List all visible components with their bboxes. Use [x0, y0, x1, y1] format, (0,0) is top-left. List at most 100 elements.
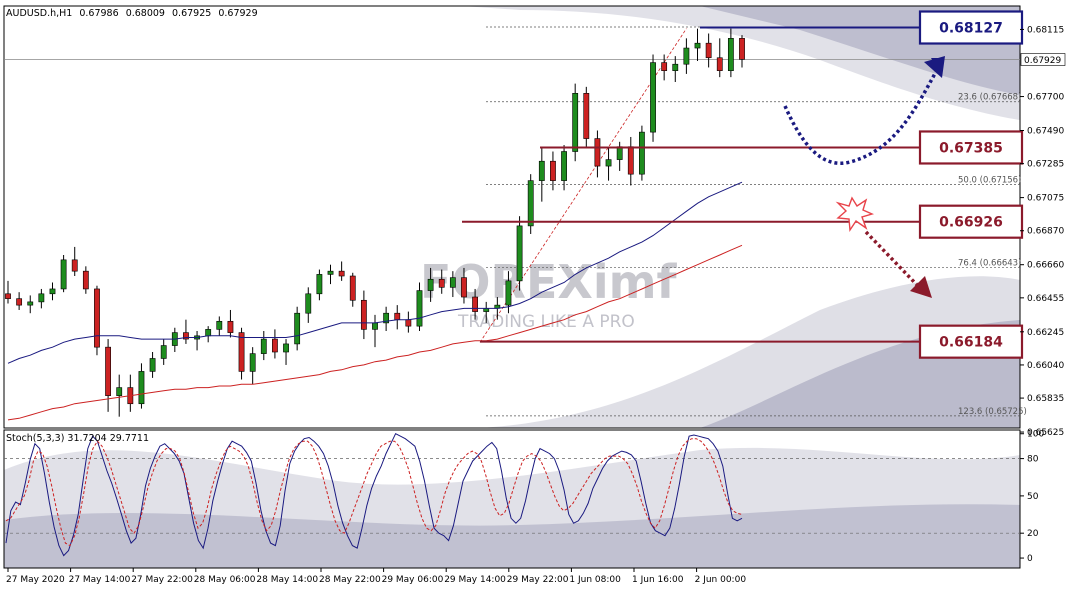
price-tick-label: 0.66870 [1027, 227, 1064, 237]
current-price-label: 0.67929 [1024, 56, 1061, 66]
x-tick-label: 2 Jun 00:00 [695, 575, 747, 585]
stoch-tick-label: 100 [1027, 430, 1044, 440]
candle-body [705, 42, 712, 59]
level-label-pivot: 0.67385 [939, 140, 1003, 156]
level-label-support1: 0.66926 [939, 215, 1003, 231]
candle-body [438, 278, 445, 288]
candle-body [583, 93, 590, 139]
candle-body [305, 293, 312, 314]
deco-stoch-band [4, 447, 1020, 568]
candle-body [605, 159, 612, 167]
candle-body [427, 278, 434, 291]
stoch-tick-label: 50 [1027, 492, 1039, 502]
candle-body [116, 387, 123, 396]
candle-body [216, 320, 223, 330]
header-high: 0.68009 [126, 8, 165, 19]
stoch-tick-label: 20 [1027, 529, 1039, 539]
x-tick-label: 29 May 06:00 [382, 575, 444, 585]
deco-stoch-dark [4, 504, 1020, 568]
candle-body [461, 277, 467, 298]
candle-body [683, 47, 690, 65]
stoch-title: Stoch(5,3,3) 31.7204 29.7711 [6, 433, 149, 444]
ma-slow-line [7, 244, 743, 421]
current-price-badge [1020, 53, 1066, 66]
level-box-pivot [918, 130, 1024, 165]
candle-body [416, 290, 423, 327]
header-symbol-name: AUDUSD.h,H1 [6, 8, 72, 19]
candle-body [183, 332, 189, 340]
header-close: 0.67929 [218, 8, 257, 19]
candle-body [294, 312, 301, 345]
candle-body [561, 151, 567, 181]
candle-body [5, 293, 11, 299]
arrow-up-head [924, 56, 945, 78]
candle-body [360, 299, 367, 330]
price-tick-label: 0.65625 [1027, 428, 1064, 438]
candle-body [105, 346, 111, 396]
candle-body [394, 312, 401, 320]
x-tick-label: 1 Jun 08:00 [569, 575, 621, 585]
candle-body [405, 319, 412, 327]
candle-body [716, 57, 723, 71]
projection-arrow-down [864, 230, 920, 288]
price-tick-label: 0.66245 [1027, 328, 1064, 338]
candle-body [639, 131, 645, 175]
candle-body [316, 274, 323, 295]
x-tick-label: 29 May 14:00 [444, 575, 506, 585]
arrow-down-head [910, 276, 932, 298]
stoch-tick-label: 0 [1027, 554, 1033, 564]
candle-body [572, 93, 579, 152]
candle-body [94, 288, 100, 348]
ma-fast-line [7, 181, 743, 364]
x-tick-label: 1 Jun 16:00 [632, 575, 684, 585]
fib-level-label: 50.0 (0.67156) [958, 176, 1021, 186]
candle-body [260, 338, 267, 354]
fib-level-label: 123.6 (0.65725) [958, 407, 1027, 417]
x-tick-label: 29 May 22:00 [507, 575, 569, 585]
candle-body [272, 338, 278, 353]
candle-body [149, 358, 156, 372]
candle-body [283, 343, 289, 353]
price-tick-label: 0.66040 [1027, 361, 1064, 371]
candle-body [372, 322, 378, 330]
candle-body [516, 225, 523, 282]
x-tick-label: 28 May 22:00 [319, 575, 381, 585]
candle-body [349, 275, 356, 301]
candle-body [38, 293, 45, 303]
price-tick-label: 0.66660 [1027, 261, 1064, 271]
x-tick-label: 27 May 22:00 [131, 575, 193, 585]
candle-body [49, 288, 56, 295]
watermark-tagline: TRADING LIKE A PRO [457, 312, 635, 332]
candle-body [60, 259, 67, 290]
price-tick-label: 0.68115 [1027, 25, 1064, 35]
candle-body [672, 63, 679, 71]
fib-level-label: 76.4 (0.66643) [958, 258, 1021, 268]
candle-body [338, 270, 345, 277]
candle-body [616, 146, 623, 160]
level-label-support2: 0.66184 [939, 335, 1003, 351]
candle-body [505, 280, 512, 306]
stoch-main-line [5, 433, 743, 557]
candle-body [472, 296, 478, 312]
candle-body [694, 42, 701, 49]
candle-body [527, 180, 534, 227]
stoch-panel-frame [3, 429, 1021, 569]
level-label-resistance: 0.68127 [939, 21, 1003, 37]
price-tick-label: 0.66455 [1027, 294, 1064, 304]
header-symbol: AUDUSD.h,H1 0.67986 0.68009 0.67925 0.67… [6, 8, 258, 19]
candle-body [383, 312, 390, 324]
price-tick-label: 0.65835 [1027, 394, 1064, 404]
candle-body [661, 62, 668, 71]
candle-body [550, 160, 556, 181]
candle-body [227, 320, 234, 333]
level-box-resistance [918, 10, 1024, 45]
candle-body [27, 301, 34, 306]
stoch-tick-label: 80 [1027, 455, 1039, 465]
candle-body [16, 298, 23, 306]
price-tick-label: 0.67490 [1027, 126, 1064, 136]
header-low: 0.67925 [172, 8, 211, 19]
candle-body [449, 277, 456, 288]
level-box-support2 [918, 324, 1024, 359]
